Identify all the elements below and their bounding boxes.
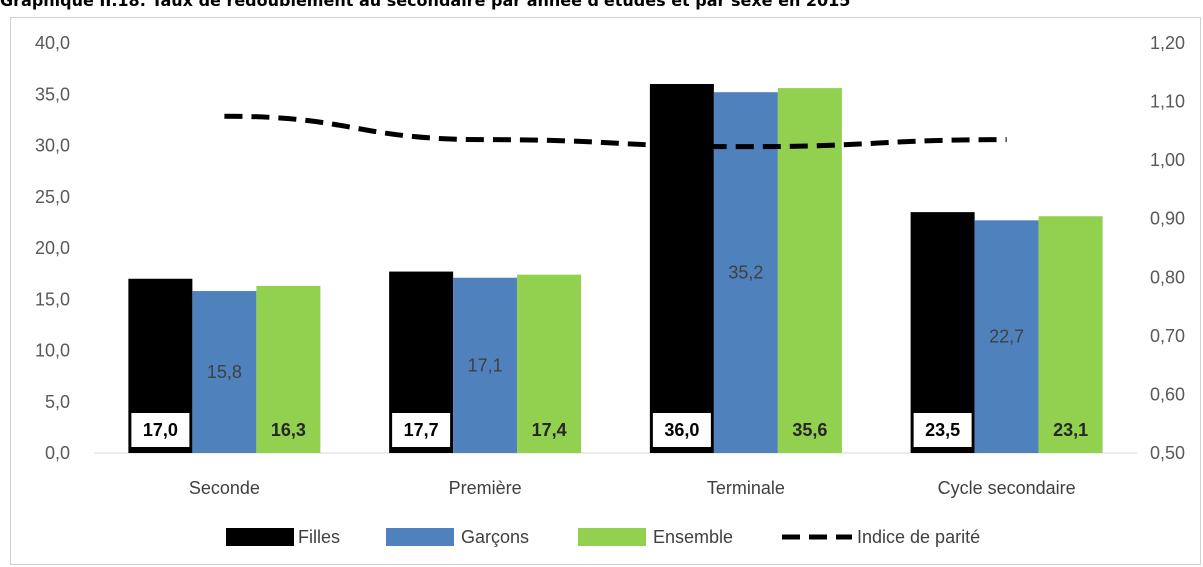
bar-ensemble	[256, 285, 321, 453]
legend-label: Filles	[298, 527, 340, 547]
data-label: 17,4	[532, 420, 567, 440]
chart-frame	[10, 17, 1201, 565]
line-indice-de-parite	[224, 113, 1007, 150]
x-category-label: Seconde	[189, 478, 260, 498]
x-category-label: Première	[449, 478, 522, 498]
bar-ensemble	[517, 274, 582, 453]
data-label: 23,1	[1053, 420, 1088, 440]
x-category-label: Cycle secondaire	[938, 478, 1076, 498]
y-right-tick-label: 1,10	[1150, 92, 1185, 112]
bar-ensemble	[777, 88, 842, 453]
y-left-tick-label: 30,0	[35, 136, 70, 156]
x-category-label: Terminale	[707, 478, 785, 498]
y-left-tick-label: 25,0	[35, 187, 70, 207]
y-left-tick-label: 10,0	[35, 341, 70, 361]
data-label: 22,7	[989, 327, 1024, 347]
y-right-tick-label: 0,50	[1150, 443, 1185, 463]
legend-label: Indice de parité	[857, 527, 980, 547]
bar-ensemble	[1038, 216, 1103, 453]
data-label: 35,2	[728, 263, 763, 283]
data-label: 23,5	[925, 420, 960, 440]
chart-title: Graphique II.18: Taux de redoublement au…	[0, 0, 851, 10]
y-left-tick-label: 40,0	[35, 33, 70, 53]
data-label: 17,7	[404, 420, 439, 440]
y-right-tick-label: 1,20	[1150, 33, 1185, 53]
y-right-tick-label: 0,90	[1150, 209, 1185, 229]
y-left-tick-label: 15,0	[35, 289, 70, 309]
data-label-box	[392, 413, 451, 447]
bar-garçons	[192, 291, 257, 453]
y-left-tick-label: 0,0	[45, 443, 70, 463]
y-right-tick-label: 0,60	[1150, 384, 1185, 404]
bar-garçons	[453, 277, 518, 453]
y-right-tick-label: 0,80	[1150, 267, 1185, 287]
bar-garçons	[713, 92, 778, 453]
legend-label: Garçons	[461, 527, 529, 547]
legend-swatch	[578, 528, 646, 546]
data-label-box	[913, 413, 972, 447]
data-label: 16,3	[271, 420, 306, 440]
data-label: 35,6	[792, 420, 827, 440]
data-label: 36,0	[664, 420, 699, 440]
bar-filles	[910, 212, 975, 453]
bar-filles	[649, 84, 714, 453]
data-label-box	[131, 413, 190, 447]
y-left-tick-label: 20,0	[35, 238, 70, 258]
data-label-box	[652, 413, 711, 447]
legend-label: Ensemble	[653, 527, 733, 547]
y-right-tick-label: 1,00	[1150, 150, 1185, 170]
data-label: 15,8	[207, 362, 242, 382]
y-left-tick-label: 35,0	[35, 84, 70, 104]
data-label: 17,1	[468, 355, 503, 375]
bar-garçons	[974, 220, 1039, 453]
y-left-tick-label: 5,0	[45, 392, 70, 412]
data-label: 17,0	[143, 420, 178, 440]
legend-swatch	[386, 528, 454, 546]
legend-swatch	[226, 528, 294, 546]
y-right-tick-label: 0,70	[1150, 326, 1185, 346]
